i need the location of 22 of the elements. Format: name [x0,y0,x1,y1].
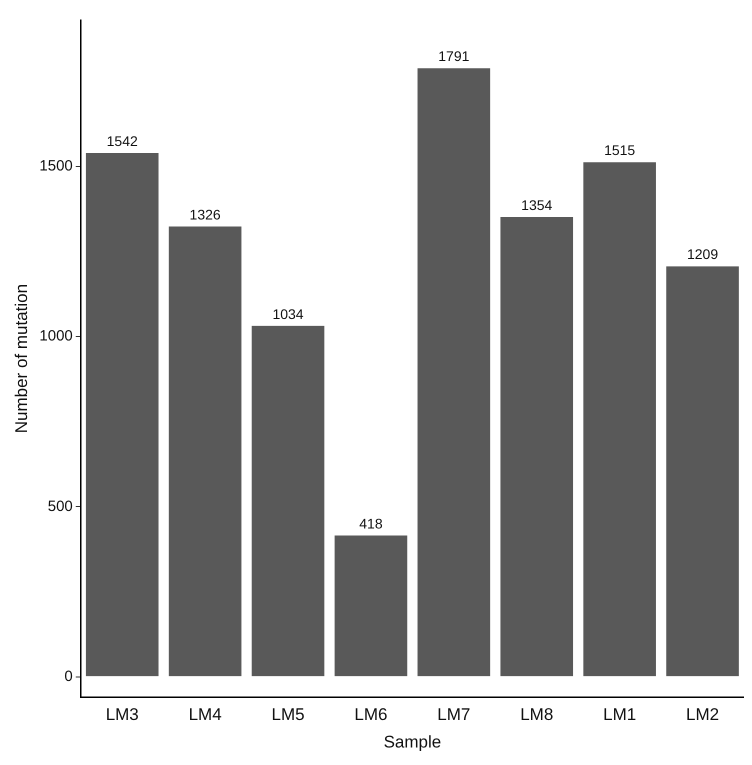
x-tick-label: LM3 [106,705,139,724]
y-tick-label: 1500 [39,157,73,174]
data-label: 1326 [190,206,221,222]
x-axis-title: Sample [384,732,442,752]
data-label: 1515 [604,142,636,158]
data-label: 418 [359,515,383,532]
x-tick-label: LM5 [271,705,305,724]
data-label: 1354 [521,196,553,213]
y-tick-label: 0 [64,668,73,685]
data-label: 1791 [438,48,470,64]
data-label: 1034 [272,306,304,322]
x-tick-label: LM1 [603,705,636,724]
y-tick-label: 500 [48,498,73,515]
x-tick-label: LM8 [520,705,554,724]
x-tick-label: LM4 [188,705,222,724]
y-tick-label: 1000 [39,328,73,345]
x-tick-label: LM6 [354,705,388,724]
data-label: 1542 [106,132,138,149]
x-tick-label: LM7 [437,705,470,724]
data-label: 1209 [686,246,718,262]
y-axis-title: Number of mutation [12,284,31,434]
x-tick-label: LM2 [686,705,720,724]
